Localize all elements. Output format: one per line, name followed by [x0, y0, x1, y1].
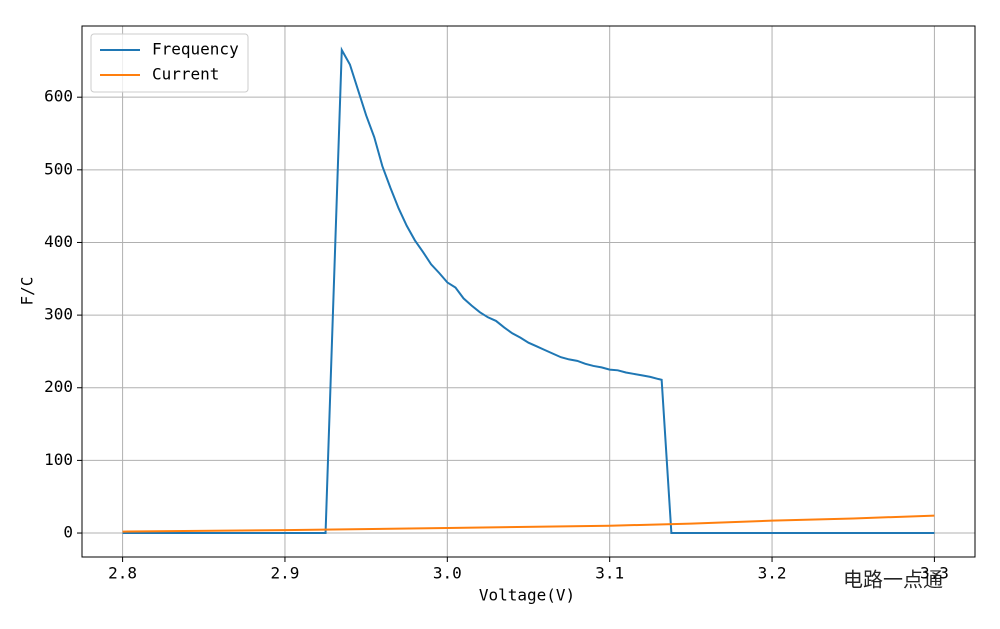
watermark: 电路一点通: [843, 568, 943, 592]
legend-box: [90, 33, 249, 93]
y-tick-label: 0: [63, 523, 73, 542]
y-tick-label: 600: [44, 87, 73, 106]
x-tick-label: 3.1: [595, 564, 624, 583]
y-tick-label: 400: [44, 232, 73, 251]
y-tick-label: 200: [44, 377, 73, 396]
x-tick-label: 2.8: [108, 564, 137, 583]
plot-frame: [81, 25, 976, 558]
x-tick-label: 3.0: [433, 564, 462, 583]
series-line: [122, 46, 935, 535]
x-tick-label: 3.3: [920, 564, 949, 583]
y-tick-label: 300: [44, 305, 73, 324]
series-line: [122, 514, 935, 533]
x-tick-label: 3.2: [758, 564, 787, 583]
x-tick-label: 2.9: [271, 564, 300, 583]
legend-label: Current: [152, 65, 219, 84]
legend-label: Frequency: [152, 40, 239, 59]
y-tick-label: 500: [44, 159, 73, 178]
y-tick-label: 100: [44, 450, 73, 469]
y-axis-label: F/C: [18, 277, 37, 306]
x-axis-label: Voltage(V): [479, 586, 575, 605]
